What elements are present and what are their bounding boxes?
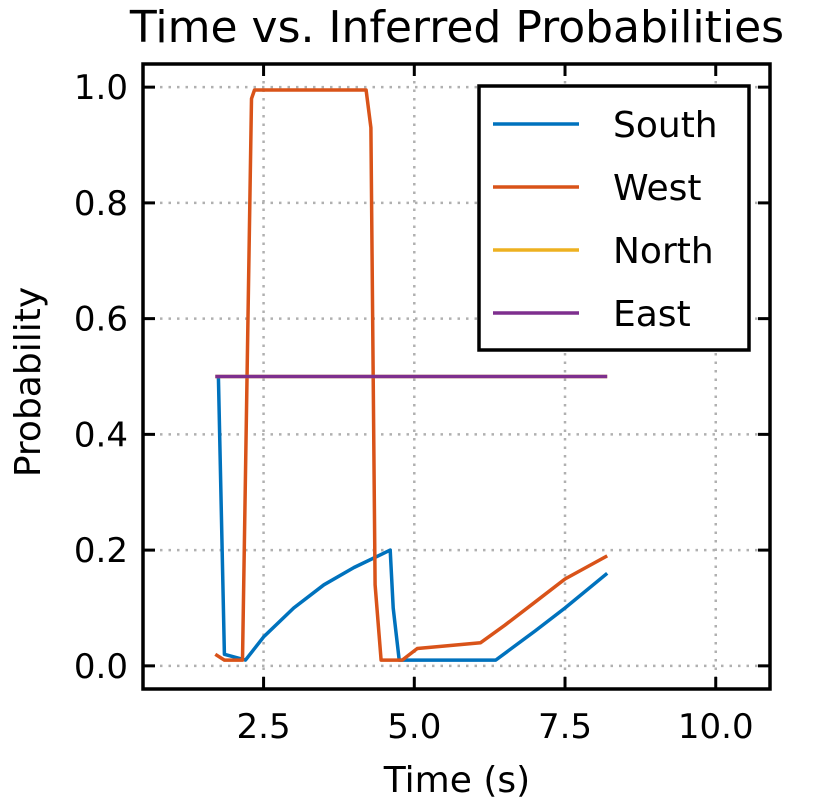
x-tick-label: 7.5: [538, 707, 592, 747]
x-tick-label: 5.0: [387, 707, 441, 747]
legend-box: [477, 84, 751, 352]
y-tick-label: 1.0: [74, 68, 128, 108]
y-tick-label: 0.0: [74, 647, 128, 687]
tick-labels: 2.5 5.0 7.5 10.0 0.0 0.2 0.4 0.6 0.8 1.0: [74, 68, 754, 747]
series-line-south: [216, 376, 609, 662]
series-line-west: [214, 88, 609, 662]
legend: South West North East: [477, 84, 751, 352]
legend-label-north: North: [613, 231, 714, 272]
legend-label-south: South: [613, 105, 718, 146]
y-tick-label: 0.4: [74, 415, 128, 455]
legend-label-west: West: [613, 168, 702, 209]
ticks: [143, 64, 770, 689]
x-axis-label: Time (s): [383, 760, 530, 801]
chart-title: Time vs. Inferred Probabilities: [129, 2, 784, 53]
x-tick-label: 2.5: [237, 707, 291, 747]
y-tick-label: 0.8: [74, 184, 128, 224]
series-layer: [214, 88, 609, 662]
y-tick-label: 0.6: [74, 300, 128, 340]
y-axis-label: Probability: [8, 287, 49, 477]
plot-frame: [141, 62, 772, 691]
y-tick-label: 0.2: [74, 531, 128, 571]
legend-label-east: East: [613, 294, 691, 335]
x-tick-label: 10.0: [678, 707, 754, 747]
